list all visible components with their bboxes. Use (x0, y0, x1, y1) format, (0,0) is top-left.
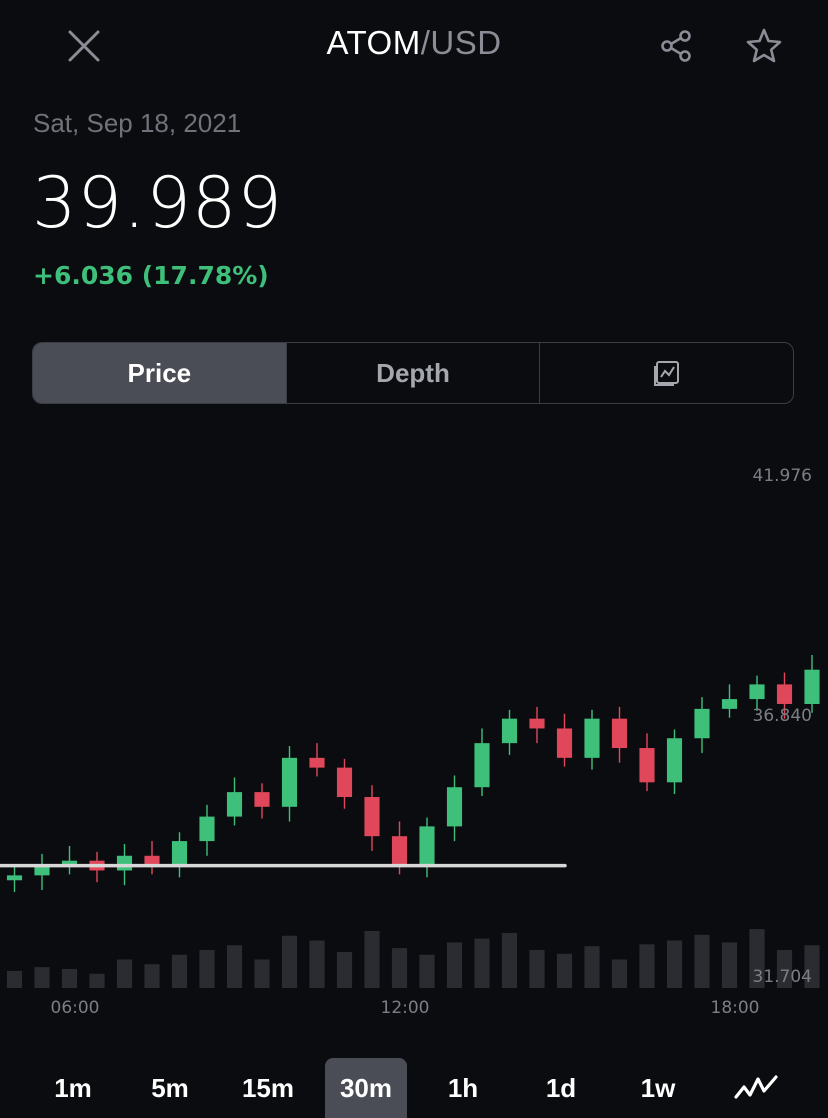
candle (144, 841, 160, 875)
candle (199, 804, 215, 856)
candle (639, 733, 655, 792)
volume-bar (584, 946, 600, 988)
favorite-button[interactable] (740, 22, 788, 70)
price-chart[interactable]: 41.976 36.840 31.704 06:00 12:00 18:00 (0, 430, 828, 1040)
interval-1w[interactable]: 1w (640, 1072, 676, 1103)
close-button[interactable] (60, 22, 108, 70)
volume-bar (694, 934, 710, 988)
candle (611, 706, 628, 763)
volume-bar (254, 959, 270, 988)
chart-type-tabs: Price Depth (32, 342, 794, 404)
interval-selector: 1m 5m 15m 30m 1h 1d 1w (0, 1058, 828, 1118)
base-currency: ATOM (326, 24, 421, 61)
candle (556, 713, 573, 767)
volume-bar (721, 942, 738, 988)
share-icon (661, 30, 691, 62)
candle (34, 853, 50, 891)
y-label-high: 41.976 (752, 466, 812, 486)
volume-bar (89, 973, 105, 988)
x-label-1800: 18:00 (710, 998, 760, 1018)
interval-1d[interactable]: 1d (545, 1072, 577, 1103)
interval-30m[interactable]: 30m (325, 1058, 407, 1118)
price-change: +6.036 (17.78%) (33, 261, 269, 290)
volume-bar (749, 929, 765, 988)
x-label-1200: 12:00 (380, 998, 430, 1018)
volume-bar (364, 931, 380, 988)
candle (776, 672, 793, 719)
tab-price[interactable]: Price (33, 343, 286, 403)
candle (254, 783, 270, 819)
volume-bar (776, 950, 793, 988)
interval-line-toggle[interactable] (734, 1058, 778, 1118)
candle (171, 832, 188, 878)
volume-bar (34, 967, 50, 988)
y-label-low: 31.704 (752, 967, 812, 987)
candle (281, 746, 298, 822)
share-button[interactable] (652, 22, 700, 70)
chart-icon (653, 361, 679, 386)
volume-bar (419, 954, 435, 988)
volume-bar (226, 945, 243, 988)
interval-1h[interactable]: 1h (447, 1072, 479, 1103)
volume-bar (6, 970, 23, 988)
candle (804, 655, 820, 713)
candle (446, 775, 463, 842)
candle (336, 758, 353, 809)
volume-bar (199, 950, 215, 988)
volume-bar (501, 932, 518, 988)
volume-bar (336, 951, 353, 988)
volume-bar (309, 940, 325, 988)
volume-bar (116, 959, 133, 988)
volume-bar (281, 935, 298, 988)
candle (474, 728, 490, 797)
volume-bar (474, 938, 490, 988)
line-chart-icon (734, 1075, 778, 1099)
candle (749, 675, 765, 711)
pair-title: ATOM/USD (0, 24, 828, 62)
close-icon (68, 30, 100, 62)
volume-bar (666, 940, 683, 988)
candle (529, 706, 545, 744)
volume-bar (556, 953, 573, 988)
tab-depth[interactable]: Depth (285, 343, 540, 403)
candle (419, 817, 435, 878)
candle (584, 709, 600, 770)
candlestick-chart (0, 655, 820, 988)
volume-bar (639, 944, 655, 988)
candle (226, 777, 243, 826)
candle (501, 709, 518, 755)
candle (6, 866, 23, 893)
interval-5m[interactable]: 5m (151, 1072, 189, 1103)
last-price: 39.989 (32, 162, 283, 244)
candle (309, 743, 325, 777)
star-icon (746, 28, 782, 63)
candle (694, 697, 710, 753)
quote-date: Sat, Sep 18, 2021 (33, 108, 242, 138)
quote-currency: /USD (420, 24, 502, 61)
volume-bar (804, 945, 820, 988)
volume-bar (446, 942, 463, 988)
tab-chart-settings[interactable] (539, 343, 793, 403)
top-bar: ATOM/USD (0, 0, 828, 90)
candle (61, 845, 78, 875)
volume-bar (529, 950, 545, 988)
y-label-mid: 36.840 (752, 706, 812, 726)
x-label-0600: 06:00 (50, 998, 100, 1018)
volume-bar (611, 959, 628, 988)
interval-15m[interactable]: 15m (241, 1072, 295, 1103)
candle (364, 785, 380, 851)
volume-bar (144, 964, 160, 988)
candle (721, 684, 738, 718)
interval-1m[interactable]: 1m (54, 1072, 92, 1103)
candle (666, 729, 683, 795)
volume-bar (61, 969, 78, 988)
volume-bar (171, 954, 188, 988)
volume-bar (391, 948, 408, 988)
